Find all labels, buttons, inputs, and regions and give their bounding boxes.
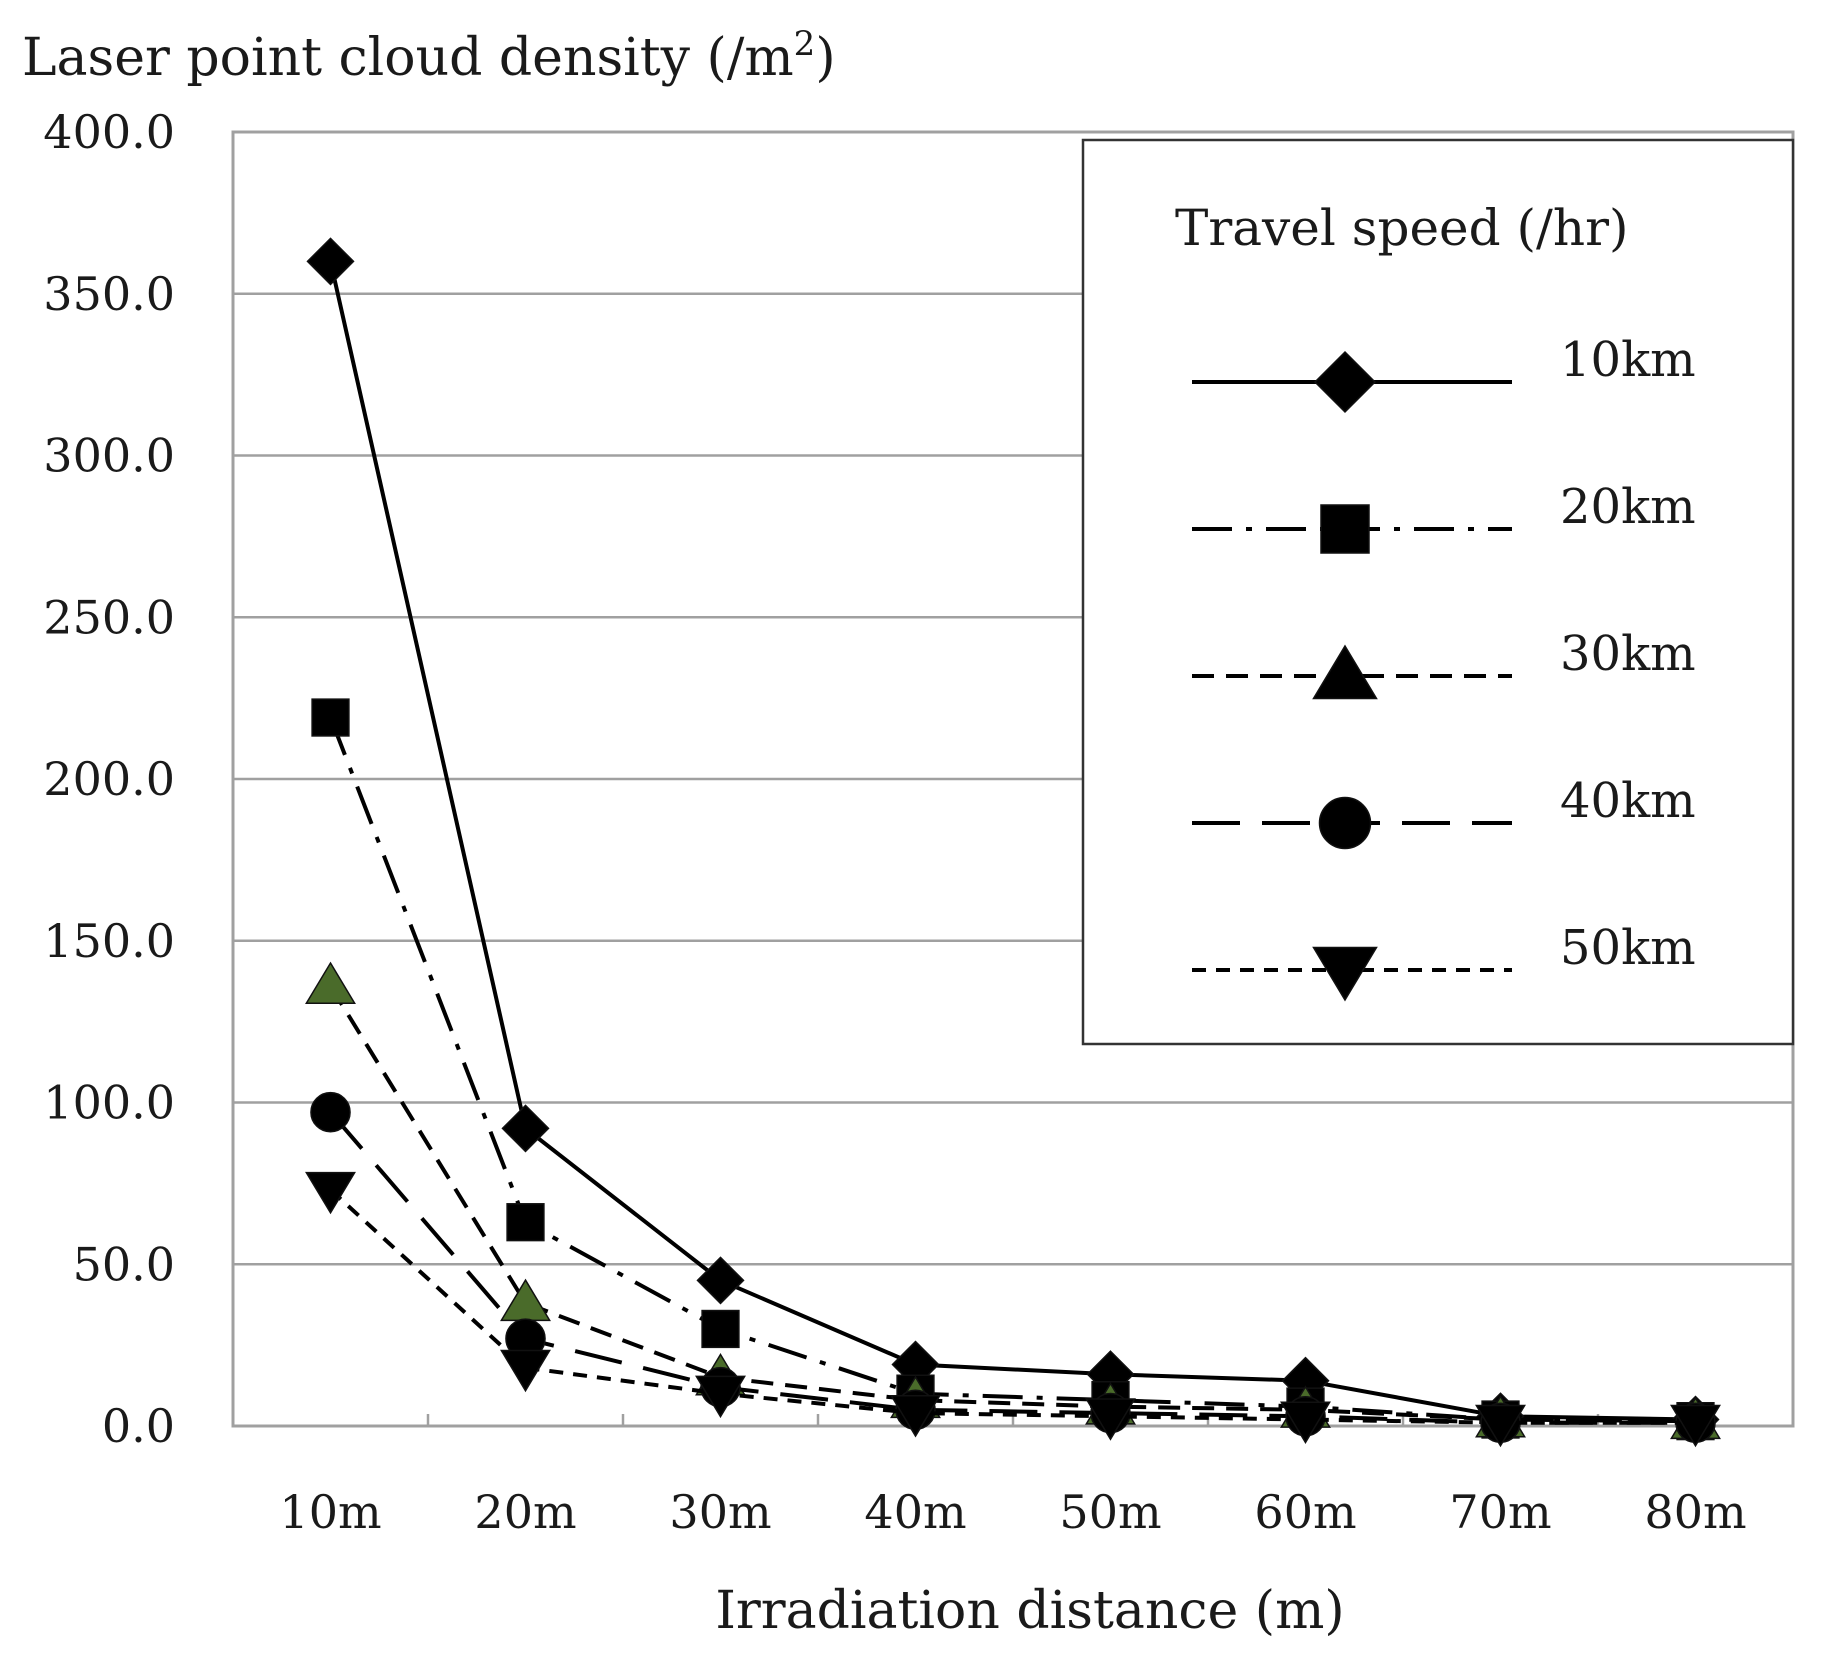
legend-items: 10km 20km 30km 40km 50km [1192, 332, 1696, 1002]
data-point-triangle-down [305, 1171, 356, 1215]
data-point-diamond [501, 1104, 550, 1153]
legend-marker-circle [1318, 796, 1372, 850]
series-line [328, 1110, 1696, 1425]
x-tick-label: 50m [1059, 1485, 1161, 1539]
data-point-diamond [306, 237, 355, 286]
legend-box [1081, 138, 1795, 1046]
x-tick-label: 80m [1644, 1485, 1746, 1539]
series-line [329, 1188, 1696, 1425]
x-tick-label: 40m [864, 1485, 966, 1539]
y-tick-label: 250.0 [43, 590, 175, 644]
legend-label: 50km [1560, 920, 1696, 976]
y-axis-title-close: ) [815, 28, 835, 88]
series-line [328, 716, 1696, 1424]
y-tick-label: 300.0 [43, 429, 175, 483]
y-tick-label: 0.0 [102, 1399, 175, 1453]
data-point-triangle-down [1280, 1401, 1331, 1444]
data-point-triangle-down [500, 1349, 551, 1393]
y-tick-label: 200.0 [43, 752, 175, 806]
x-tick-label: 70m [1449, 1485, 1551, 1539]
series-50km [305, 1171, 1721, 1448]
legend-marker-triangle-down [1312, 946, 1378, 1002]
series-line [328, 984, 1696, 1424]
y-axis-title-main: Laser point cloud density (/m [22, 28, 794, 88]
legend: Travel speed (/hr) 10km 20km 30km 40km 50km [1081, 138, 1795, 1046]
y-axis-title: Laser point cloud density (/m2) [22, 24, 836, 88]
data-point-triangle-down [695, 1375, 746, 1419]
x-tick-label: 10m [279, 1485, 381, 1539]
data-point-square [506, 1203, 545, 1242]
legend-marker-square [1320, 504, 1370, 554]
y-tick-label: 150.0 [43, 914, 175, 968]
series-layer [305, 237, 1721, 1448]
x-axis-title: Irradiation distance (m) [715, 1581, 1344, 1641]
legend-item: 20km [1192, 479, 1696, 554]
legend-item: 10km [1192, 332, 1696, 414]
series-line [328, 260, 1696, 1422]
y-axis-title-superscript: 2 [794, 24, 816, 64]
y-axis-ticks: 0.0 50.0 100.0 150.0 200.0 250.0 300.0 350.0 400… [43, 105, 175, 1453]
data-point-triangle-down [1475, 1404, 1526, 1448]
legend-item: 40km [1192, 773, 1696, 850]
y-tick-label: 400.0 [43, 105, 175, 159]
x-tick-label: 30m [669, 1485, 771, 1539]
data-point-square [701, 1309, 740, 1349]
data-point-triangle-down [1085, 1398, 1136, 1441]
legend-marker-triangle-up [1312, 644, 1378, 700]
legend-label: 20km [1560, 479, 1696, 535]
y-tick-label: 100.0 [43, 1076, 175, 1130]
data-point-triangle-down [890, 1395, 941, 1438]
data-point-triangle-up [500, 1278, 551, 1322]
y-tick-label: 350.0 [43, 267, 175, 321]
y-tick-label: 50.0 [73, 1237, 175, 1291]
legend-item: 30km [1192, 626, 1696, 700]
x-axis-ticks: 10m 20m 30m 40m 50m 60m 70m 80m [279, 1414, 1747, 1539]
data-point-square [311, 698, 350, 737]
legend-title: Travel speed (/hr) [1175, 199, 1629, 257]
series-10km [306, 237, 1720, 1444]
data-point-circle [310, 1091, 351, 1133]
legend-label: 30km [1560, 626, 1696, 682]
gridlines [233, 292, 1793, 1266]
data-point-triangle-down [1670, 1404, 1721, 1448]
x-tick-label: 60m [1254, 1485, 1356, 1539]
legend-item: 50km [1192, 920, 1696, 1002]
data-point-diamond [696, 1256, 745, 1305]
legend-label: 40km [1560, 773, 1696, 829]
legend-marker-diamond [1313, 350, 1377, 414]
data-point-triangle-up [305, 961, 356, 1005]
x-tick-label: 20m [474, 1485, 576, 1539]
legend-label: 10km [1560, 332, 1696, 388]
